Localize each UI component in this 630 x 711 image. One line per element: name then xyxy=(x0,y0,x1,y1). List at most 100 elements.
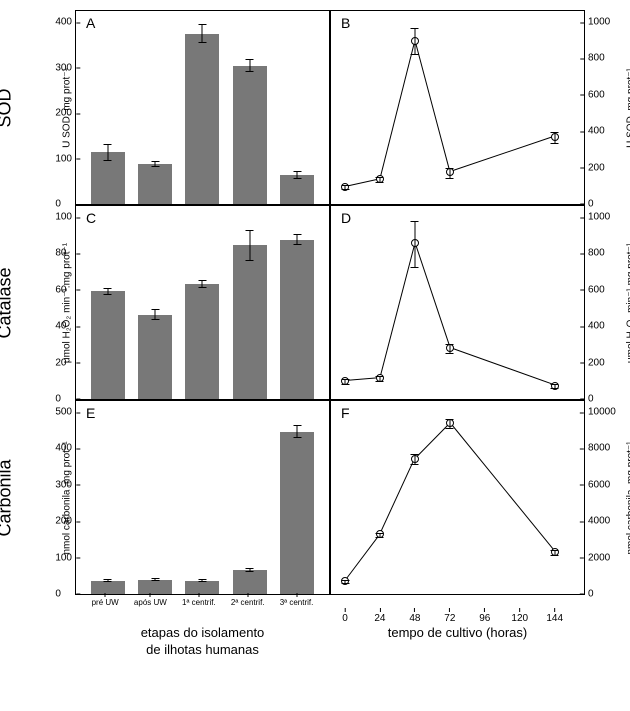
line-segment xyxy=(379,243,415,378)
error-bar xyxy=(202,24,203,43)
figure-container: SOD U SOD. mg prot⁻¹ A 0100200300400 B 0… xyxy=(0,0,630,711)
error-bar xyxy=(297,171,298,179)
bars-A xyxy=(76,11,329,204)
line-segment xyxy=(449,422,555,551)
ytick: 40 xyxy=(55,321,76,332)
ytick: 600 xyxy=(584,89,610,100)
error-bar xyxy=(449,168,450,180)
data-point xyxy=(446,344,454,352)
data-point xyxy=(411,37,419,45)
line-segment xyxy=(450,347,555,385)
bottom-axis-labels: etapas do isolamentode ilhotas humanas t… xyxy=(75,625,585,659)
data-point xyxy=(376,530,384,538)
error-bar xyxy=(414,221,415,267)
error-bar xyxy=(554,550,555,556)
ytick: 0 xyxy=(55,393,76,404)
error-bar xyxy=(155,161,156,167)
ytick: 6000 xyxy=(584,479,616,490)
line-B xyxy=(331,11,584,204)
ytick: 8000 xyxy=(584,443,616,454)
ytick: 800 xyxy=(584,248,610,259)
xtick: 48 xyxy=(409,609,420,624)
ylabel-E: nmol carbonila .mg prot⁻¹ xyxy=(62,441,73,554)
ytick: 0 xyxy=(584,198,610,209)
xtick: pré UW xyxy=(92,594,119,607)
panel-C: C 020406080100 xyxy=(75,205,330,400)
line-segment xyxy=(345,178,380,187)
bar xyxy=(280,240,314,399)
data-point xyxy=(411,239,419,247)
error-bar xyxy=(297,234,298,246)
error-bar xyxy=(107,144,108,161)
xtick: 96 xyxy=(479,609,490,624)
data-point xyxy=(341,183,349,191)
error-bar xyxy=(554,384,555,390)
error-bar xyxy=(449,419,450,429)
error-bar xyxy=(449,344,450,354)
error-bar xyxy=(379,177,380,183)
data-point xyxy=(446,168,454,176)
error-bar xyxy=(414,454,415,466)
error-bar xyxy=(297,425,298,439)
line-segment xyxy=(345,377,380,381)
bar xyxy=(280,175,314,204)
ytick: 20 xyxy=(55,357,76,368)
error-bar xyxy=(345,185,346,190)
error-bar xyxy=(345,580,346,584)
ytick: 10000 xyxy=(584,407,616,418)
line-segment xyxy=(345,534,381,581)
bar xyxy=(138,315,172,399)
ytick: 2000 xyxy=(584,552,616,563)
error-bar xyxy=(345,379,346,385)
xtick: 2ª centrif. xyxy=(231,594,265,607)
x-axis-label-right: tempo de cultivo (horas) xyxy=(330,625,585,659)
xtick: após UW xyxy=(134,594,167,607)
error-bar xyxy=(379,376,380,382)
error-bar xyxy=(202,280,203,288)
xtick: 72 xyxy=(444,609,455,624)
row-sod: SOD U SOD. mg prot⁻¹ A 0100200300400 B 0… xyxy=(75,10,585,205)
error-bar xyxy=(554,132,555,144)
row-carbonila: Carbonila nmol carbonila .mg prot⁻¹ E 01… xyxy=(75,400,585,595)
ytick: 300 xyxy=(55,479,76,490)
line-D xyxy=(331,206,584,399)
bar xyxy=(185,284,219,399)
error-bar xyxy=(107,288,108,296)
data-point xyxy=(446,419,454,427)
ytick: 0 xyxy=(55,588,76,599)
ytick: 100 xyxy=(55,212,76,223)
row-label-catalase: Catalase xyxy=(0,267,16,338)
line-segment xyxy=(415,422,451,458)
ytick: 200 xyxy=(584,357,610,368)
panel-F: F 0200040006000800010000 024487296120144 xyxy=(330,400,585,595)
bar xyxy=(233,66,267,204)
bar xyxy=(138,164,172,204)
ytick: 1000 xyxy=(584,212,610,223)
xtick: 144 xyxy=(546,609,563,624)
bar xyxy=(185,34,219,204)
x-axis-label-left: etapas do isolamentode ilhotas humanas xyxy=(75,625,330,659)
bars-C xyxy=(76,206,329,399)
ytick: 0 xyxy=(55,199,76,210)
bar xyxy=(91,291,125,399)
xtick: 120 xyxy=(511,609,528,624)
panel-B: B 02004006008001000 xyxy=(330,10,585,205)
line-segment xyxy=(414,40,450,172)
panel-E: E 0100200300400500 pré UWapós UW1ª centr… xyxy=(75,400,330,595)
data-point xyxy=(341,377,349,385)
data-point xyxy=(551,133,559,141)
ylabel-D: μmol H₂O₂ min⁻¹.mg prot⁻¹ xyxy=(626,242,630,362)
ytick: 0 xyxy=(584,393,610,404)
ytick: 4000 xyxy=(584,516,616,527)
bar xyxy=(280,432,314,594)
row-catalase: Catalase μmol H₂O₂ min⁻¹.mg prot⁻¹ C 020… xyxy=(75,205,585,400)
ytick: 400 xyxy=(584,126,610,137)
ytick: 80 xyxy=(55,248,76,259)
ytick: 200 xyxy=(584,162,610,173)
ytick: 800 xyxy=(584,53,610,64)
data-point xyxy=(411,455,419,463)
ytick: 400 xyxy=(55,443,76,454)
ytick: 400 xyxy=(584,321,610,332)
ylabel-F: nmol carbonila .mg prot⁻¹ xyxy=(626,441,630,554)
xtick: 24 xyxy=(374,609,385,624)
